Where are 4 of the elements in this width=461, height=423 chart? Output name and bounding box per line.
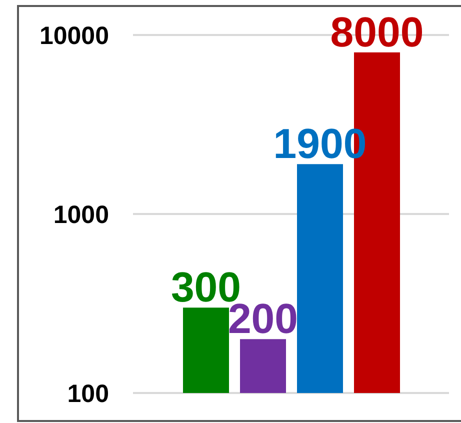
y-tick-label: 10000: [39, 22, 109, 50]
y-tick-label: 100: [67, 380, 109, 408]
y-tick-label: 1000: [53, 200, 109, 229]
data-label: 8000: [330, 8, 424, 56]
